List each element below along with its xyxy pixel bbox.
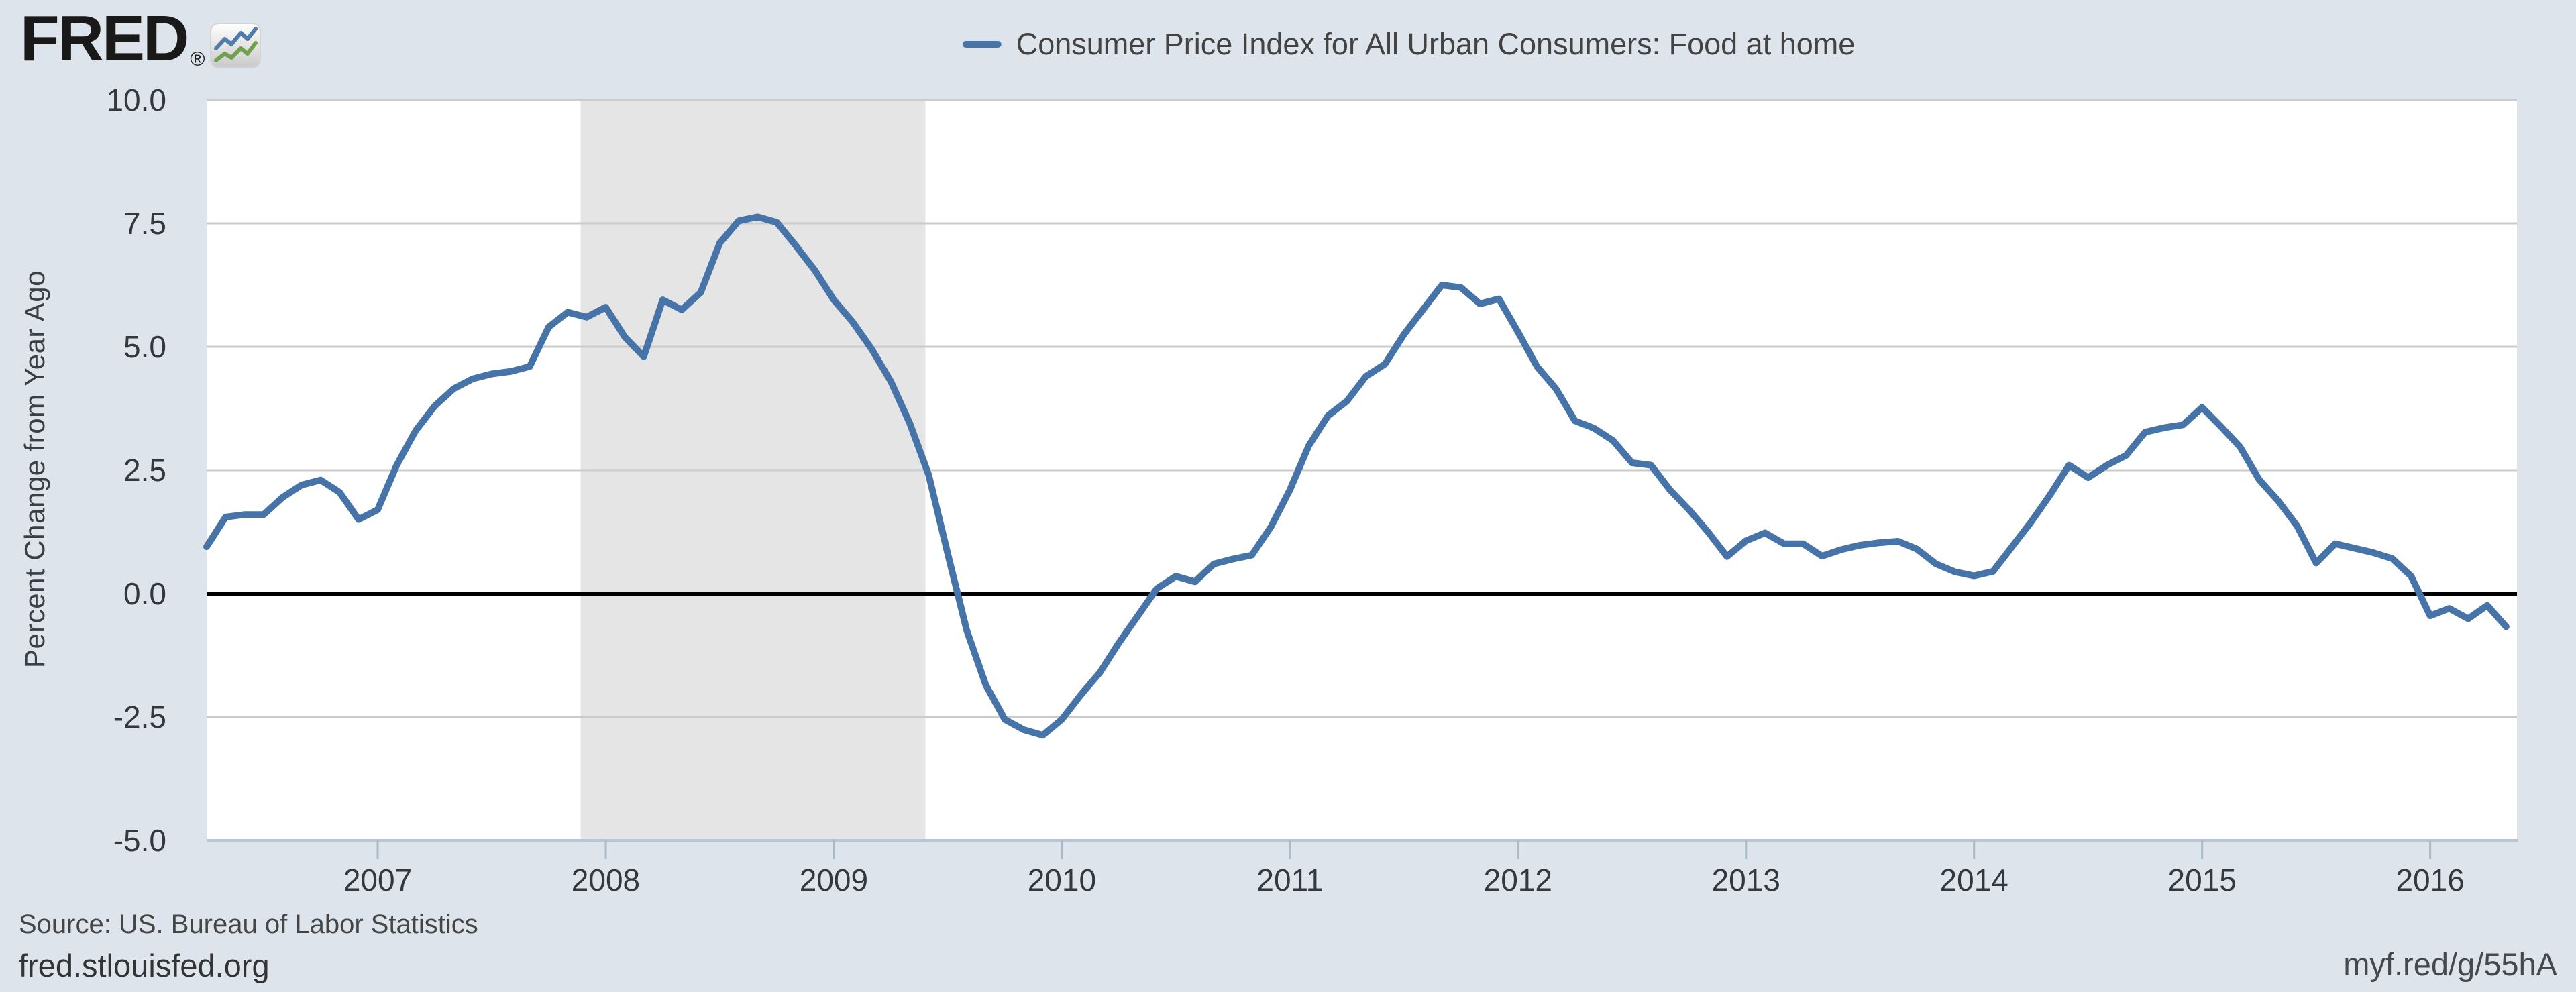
x-tick-label-2010: 2010	[1027, 863, 1097, 897]
y-tick-label--5.0: -5.0	[113, 823, 166, 858]
fred-sparkline-icon	[210, 23, 262, 72]
y-tick-label-5.0: 5.0	[123, 329, 166, 364]
y-tick-label-10.0: 10.0	[106, 82, 166, 117]
x-tick-label-2007: 2007	[343, 863, 413, 897]
x-tick-label-2015: 2015	[2167, 863, 2237, 897]
chart-legend: Consumer Price Index for All Urban Consu…	[962, 27, 1856, 62]
cpi-food-at-home-line[interactable]	[203, 213, 2510, 739]
x-tick-label-2008: 2008	[571, 863, 641, 897]
x-tick-label-2012: 2012	[1483, 863, 1552, 897]
fred-site-link[interactable]: fred.stlouisfed.org	[19, 948, 270, 983]
legend-series-label: Consumer Price Index for All Urban Consu…	[1016, 27, 1856, 61]
x-tick-label-2014: 2014	[1939, 863, 2008, 897]
registered-mark: ®	[190, 48, 205, 70]
x-tick-label-2011: 2011	[1256, 863, 1324, 897]
x-tick-label-2016: 2016	[2396, 863, 2465, 897]
legend-line-swatch	[962, 41, 1002, 48]
x-tick-label-2013: 2013	[1711, 863, 1780, 897]
source-note: Source: US. Bureau of Labor Statistics	[19, 910, 478, 939]
y-tick-label-2.5: 2.5	[123, 453, 166, 488]
short-url-link[interactable]: myf.red/g/55hA	[2343, 946, 2557, 982]
fred-logo[interactable]: FRED ®	[20, 3, 262, 74]
fred-logo-text: FRED	[20, 3, 189, 74]
y-tick-label--2.5: -2.5	[113, 700, 166, 734]
y-tick-label-0.0: 0.0	[123, 576, 166, 611]
x-tick-label-2009: 2009	[799, 863, 869, 897]
y-tick-label-7.5: 7.5	[123, 206, 166, 241]
